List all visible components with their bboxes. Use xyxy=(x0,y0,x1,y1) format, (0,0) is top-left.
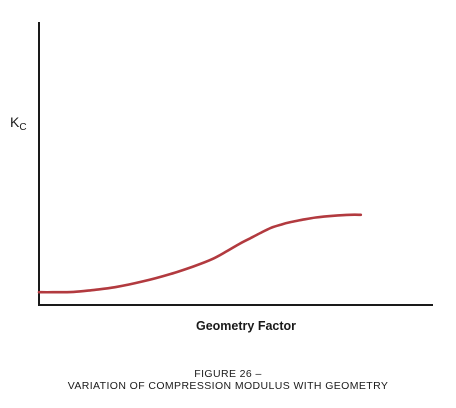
figure-caption-label: FIGURE 26 – xyxy=(194,368,262,380)
data-curve xyxy=(37,213,363,294)
y-axis-label: KC xyxy=(10,114,27,133)
plot-area xyxy=(37,22,433,306)
figure-caption-title: VARIATION OF COMPRESSION MODULUS WITH GE… xyxy=(67,380,389,392)
x-axis-label: Geometry Factor xyxy=(196,319,296,333)
